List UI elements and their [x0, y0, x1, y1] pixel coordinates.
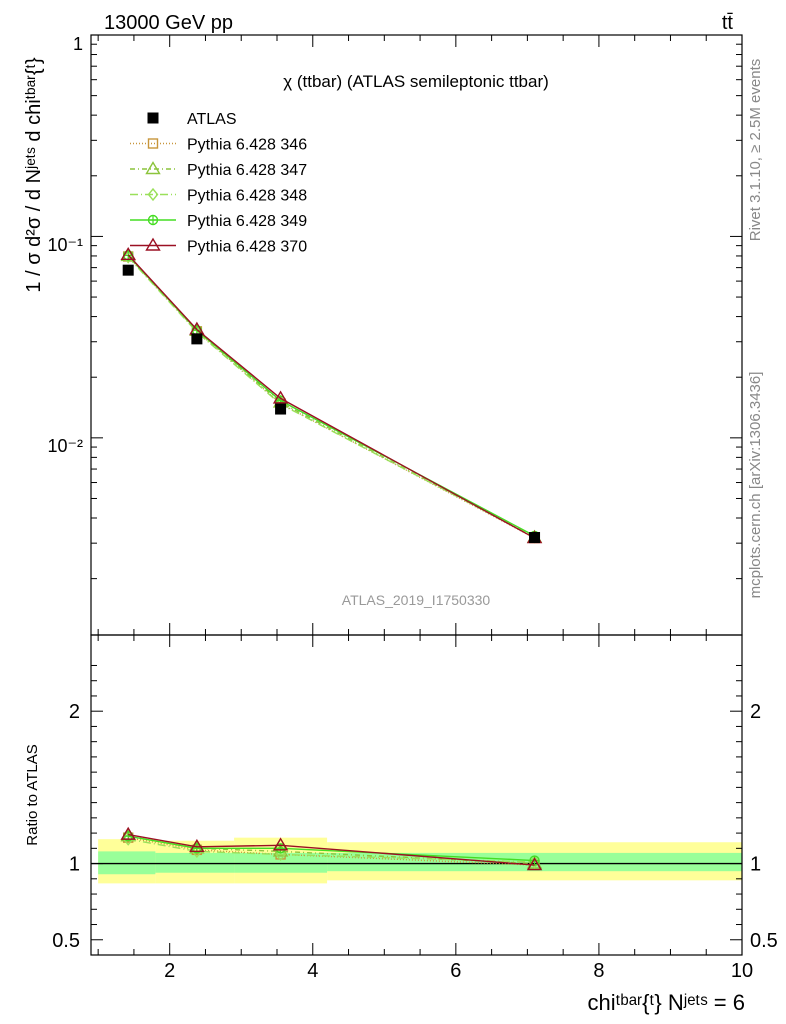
- mcplots-source-label: mcplots.cern.ch [arXiv:1306.3436]: [747, 372, 764, 599]
- legend-marker: [147, 112, 159, 124]
- legend-label: Pythia 6.428 346: [187, 137, 307, 154]
- x-tick-label: 10: [731, 960, 753, 982]
- ratio-panel: Ratio to ATLAS 0.5 0.5 1 1 2 2 2 4 6 8 10 chiᵗᵇᵃʳ…: [24, 634, 778, 1015]
- ratio-y-tick-labels: 0.5 0.5 1 1 2 2: [52, 701, 778, 952]
- y-tick-label-1e-2: 10⁻²: [47, 436, 83, 456]
- ratio-y-tick-label: 1: [69, 854, 80, 876]
- legend-entry: Pythia 6.428 346: [130, 137, 307, 154]
- legend-entry: Pythia 6.428 347: [130, 161, 307, 179]
- legend-entry: Pythia 6.428 348: [130, 188, 307, 205]
- data-point: [122, 264, 134, 276]
- main-y-axis-label: 1 / σ d²σ / d Nʲᵉᵗˢ d chiᵗᵇᵃʳ{ᵗ}: [23, 57, 45, 292]
- atlas-data-points: [122, 264, 541, 544]
- ratio-series-line: [128, 838, 535, 863]
- stat-uncertainty-band: [98, 851, 156, 875]
- main-panel: χ (ttbar) (ATLAS semileptonic ttbar) ATL…: [23, 34, 743, 636]
- ratio-series: [120, 826, 543, 871]
- ratio-axis-ticks: [91, 635, 743, 955]
- x-axis-label: chiᵗᵇᵃʳ{ᵗ} Nʲᵉᵗˢ = 6: [587, 990, 745, 1015]
- x-tick-label: 2: [164, 960, 175, 982]
- ratio-series-line: [128, 835, 535, 865]
- ratio-uncertainty-bands: [91, 837, 742, 884]
- series-point: [120, 246, 136, 261]
- legend-entry: Pythia 6.428 349: [130, 213, 307, 230]
- legend-entry: Pythia 6.428 370: [130, 237, 307, 256]
- legend-marker: [145, 161, 161, 175]
- main-axis-ticks: [91, 34, 743, 635]
- ratio-point: [191, 844, 203, 858]
- data-point: [191, 333, 203, 345]
- ratio-y-tick-label-right: 0.5: [750, 930, 778, 952]
- legend-label: Pythia 6.428 348: [187, 188, 307, 205]
- y-tick-label-1: 1: [73, 34, 83, 54]
- ratio-series-line: [128, 835, 535, 862]
- ratio-series-line: [128, 836, 535, 866]
- ratio-y-tick-label: 0.5: [52, 930, 80, 952]
- legend-marker: [147, 138, 159, 149]
- series-Pythia-6428-346: [122, 251, 540, 544]
- rivet-version-label: Rivet 3.1.10, ≥ 2.5M events: [747, 59, 764, 242]
- x-tick-label: 6: [450, 960, 461, 982]
- x-tick-label: 4: [307, 960, 318, 982]
- legend-marker: [145, 237, 161, 251]
- series-Pythia-6428-349: [122, 250, 540, 542]
- legend-label: Pythia 6.428 347: [187, 162, 307, 179]
- legend-label: ATLAS: [187, 111, 237, 128]
- series-line: [127, 254, 535, 537]
- ratio-point: [272, 837, 289, 851]
- legend-label: Pythia 6.428 349: [187, 213, 307, 230]
- header-process-label: tt̄: [722, 12, 734, 34]
- series-Pythia-6428-370: [120, 246, 543, 544]
- legend-label: Pythia 6.428 370: [187, 239, 307, 256]
- y-tick-label-1e-1: 10⁻¹: [47, 235, 83, 255]
- stat-uncertainty-band: [155, 852, 235, 873]
- series-line: [127, 256, 535, 538]
- ratio-point: [526, 857, 543, 871]
- x-tick-label: 8: [593, 960, 604, 982]
- ratio-series-group: [120, 826, 543, 871]
- series-line: [127, 256, 535, 539]
- series-Pythia-6428-348: [122, 250, 540, 544]
- ratio-y-axis-label: Ratio to ATLAS: [24, 744, 41, 845]
- series-line: [127, 254, 535, 539]
- main-y-tick-labels: 1 10⁻¹ 10⁻²: [47, 34, 83, 456]
- ratio-plot-frame: [90, 634, 743, 956]
- analysis-watermark: ATLAS_2019_I1750330: [342, 592, 491, 608]
- header-energy-label: 13000 GeV pp: [104, 12, 233, 34]
- ratio-series-line: [128, 833, 535, 866]
- x-tick-labels: 2 4 6 8 10: [164, 960, 753, 982]
- main-plot-title: χ (ttbar) (ATLAS semileptonic ttbar): [283, 72, 549, 91]
- ratio-series: [122, 830, 540, 866]
- ratio-y-tick-label-right: 1: [750, 854, 761, 876]
- ratio-y-tick-label-right: 2: [750, 701, 761, 723]
- data-point: [529, 532, 541, 544]
- series-point: [272, 390, 289, 404]
- series-line: [127, 255, 535, 539]
- ratio-point: [189, 838, 205, 853]
- stat-uncertainty-band: [234, 852, 328, 873]
- ratio-point: [275, 847, 286, 862]
- main-series-group: [120, 246, 543, 544]
- series-Pythia-6428-347: [120, 248, 543, 543]
- data-point: [275, 403, 287, 415]
- legend-marker: [147, 187, 159, 202]
- legend-entry-atlas: ATLAS: [147, 111, 237, 128]
- ratio-point: [120, 826, 136, 840]
- ratio-y-tick-label: 2: [69, 701, 80, 723]
- legend: ATLAS Pythia 6.428 346 Pythia 6.428 347 Pyt…: [130, 111, 307, 256]
